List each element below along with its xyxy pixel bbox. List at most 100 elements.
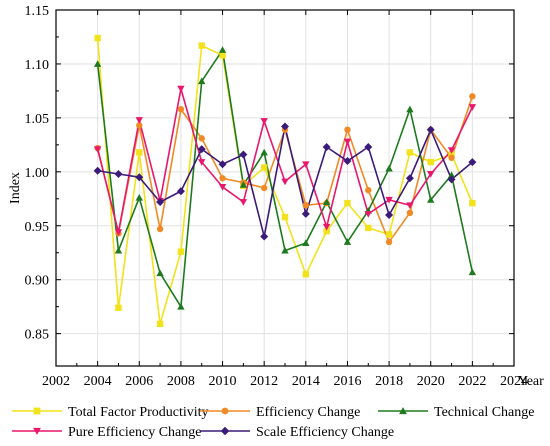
- data-point-series-4: [260, 118, 268, 125]
- data-point-series-1: [302, 271, 310, 278]
- data-point-series-5: [239, 150, 248, 159]
- legend-marker-4: [33, 427, 41, 435]
- data-point-series-5: [156, 198, 165, 207]
- x-tick-label: 2018: [375, 374, 403, 389]
- x-tick-label: 2022: [458, 374, 486, 389]
- data-point-series-5: [218, 160, 227, 169]
- data-point-series-4: [364, 210, 372, 218]
- axes: 2002 2004 2006 2008 2010 2012 2014 2016 2018 2020…: [8, 4, 544, 389]
- data-point-series-2: [136, 122, 143, 129]
- plot-frame: [55, 9, 515, 367]
- data-point-series-3: [406, 105, 414, 113]
- data-point-series-5: [135, 173, 144, 182]
- x-tick-label: 2010: [209, 374, 237, 389]
- data-point-series-5: [197, 145, 206, 154]
- y-tick-label: 1.05: [25, 112, 50, 127]
- data-point-series-2: [469, 93, 476, 100]
- data-point-series-1: [281, 213, 289, 221]
- data-point-series-3: [260, 148, 268, 156]
- data-point-series-4: [93, 146, 102, 153]
- x-tick-label: 2012: [250, 374, 278, 389]
- data-point-series-5: [426, 125, 435, 134]
- data-point-series-1: [219, 52, 226, 59]
- legend-marker-5: [220, 426, 230, 436]
- data-point-series-5: [176, 187, 185, 196]
- data-point-series-3: [156, 269, 164, 277]
- y-tick-label: 0.85: [25, 328, 50, 343]
- data-point-series-4: [385, 196, 393, 204]
- data-point-series-4: [198, 159, 206, 166]
- data-point-series-3: [302, 239, 310, 246]
- legend-label-3: Technical Change: [434, 405, 534, 420]
- data-point-series-4: [114, 229, 123, 236]
- data-point-series-3: [239, 181, 248, 188]
- data-point-series-4: [239, 199, 248, 206]
- data-point-series-1: [323, 227, 330, 235]
- data-point-series-3: [177, 302, 185, 310]
- data-point-series-2: [448, 154, 455, 161]
- data-point-series-5: [405, 174, 414, 183]
- y-tick-label: 0.95: [25, 220, 50, 235]
- data-point-series-2: [302, 202, 310, 209]
- data-point-series-3: [427, 196, 435, 203]
- legend: Total Factor Productivity Efficiency Chan…: [12, 405, 534, 440]
- y-tick-label: 1.10: [25, 58, 50, 73]
- data-point-series-4: [281, 178, 289, 186]
- data-point-series-3: [447, 171, 456, 178]
- legend-marker-1: [33, 407, 41, 415]
- x-tick-label: 2002: [42, 374, 70, 389]
- data-point-series-3: [322, 198, 331, 205]
- data-point-series-5: [468, 158, 477, 167]
- data-point-series-5: [447, 175, 456, 184]
- data-point-series-5: [385, 210, 394, 219]
- series-line-4: [96, 87, 474, 234]
- data-point-series-1: [385, 231, 393, 238]
- y-tick-label: 0.90: [25, 274, 50, 289]
- data-point-series-1: [365, 224, 372, 232]
- data-point-series-1: [469, 199, 476, 207]
- data-point-series-2: [219, 175, 226, 182]
- data-point-series-5: [281, 122, 289, 131]
- data-point-series-1: [94, 34, 101, 42]
- data-point-series-1: [344, 199, 351, 207]
- x-tick-label: 2014: [292, 374, 320, 389]
- data-point-series-3: [343, 238, 352, 245]
- legend-marker-3: [399, 407, 407, 415]
- data-point-series-3: [114, 246, 123, 254]
- data-point-series-1: [156, 320, 164, 328]
- y-axis-title: Index: [8, 172, 23, 204]
- data-point-series-2: [365, 186, 372, 194]
- data-point-series-4: [427, 171, 435, 178]
- data-point-series-1: [115, 304, 122, 311]
- data-point-series-1: [177, 248, 185, 255]
- data-point-series-3: [385, 164, 393, 172]
- data-point-series-1: [448, 151, 455, 158]
- data-point-series-1: [406, 149, 414, 156]
- data-point-series-3: [218, 46, 227, 53]
- data-point-series-2: [406, 209, 414, 217]
- data-point-series-4: [447, 147, 456, 154]
- x-tick-label: 2006: [125, 374, 153, 389]
- data-point-series-2: [156, 225, 164, 233]
- x-tick-label: 2024: [500, 374, 528, 389]
- data-point-series-3: [198, 77, 206, 85]
- data-point-series-3: [281, 246, 289, 254]
- legend-label-1: Total Factor Productivity: [68, 405, 209, 420]
- legend-label-2: Efficiency Change: [256, 405, 360, 420]
- data-point-series-1: [427, 158, 434, 166]
- x-tick-label: 2020: [417, 374, 445, 389]
- data-point-series-2: [344, 126, 351, 133]
- data-point-series-4: [468, 104, 477, 111]
- y-tick-label: 1.00: [25, 166, 50, 181]
- data-point-series-1: [198, 42, 205, 49]
- data-point-series-2: [260, 184, 268, 192]
- data-point-series-2: [198, 135, 205, 142]
- x-tick-label: 2004: [84, 374, 112, 389]
- data-point-series-3: [135, 194, 143, 201]
- data-point-series-5: [343, 157, 352, 166]
- data-point-series-4: [177, 85, 185, 93]
- x-axis-title: Year: [518, 374, 544, 389]
- data-point-series-2: [177, 106, 185, 113]
